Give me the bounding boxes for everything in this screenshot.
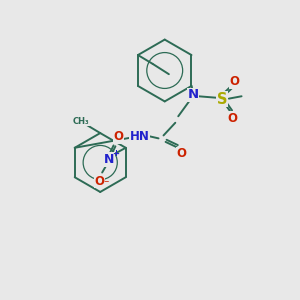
Text: CH₃: CH₃ [73,117,89,126]
Text: N: N [188,88,199,101]
Text: O: O [228,112,238,125]
Text: S: S [217,92,228,107]
Text: O: O [177,147,187,160]
Text: HN: HN [130,130,150,142]
Text: +: + [112,148,119,158]
Text: N: N [104,153,115,166]
Text: O: O [113,130,123,143]
Text: O: O [94,175,104,188]
Text: O: O [230,75,240,88]
Text: ⁻: ⁻ [103,179,109,189]
